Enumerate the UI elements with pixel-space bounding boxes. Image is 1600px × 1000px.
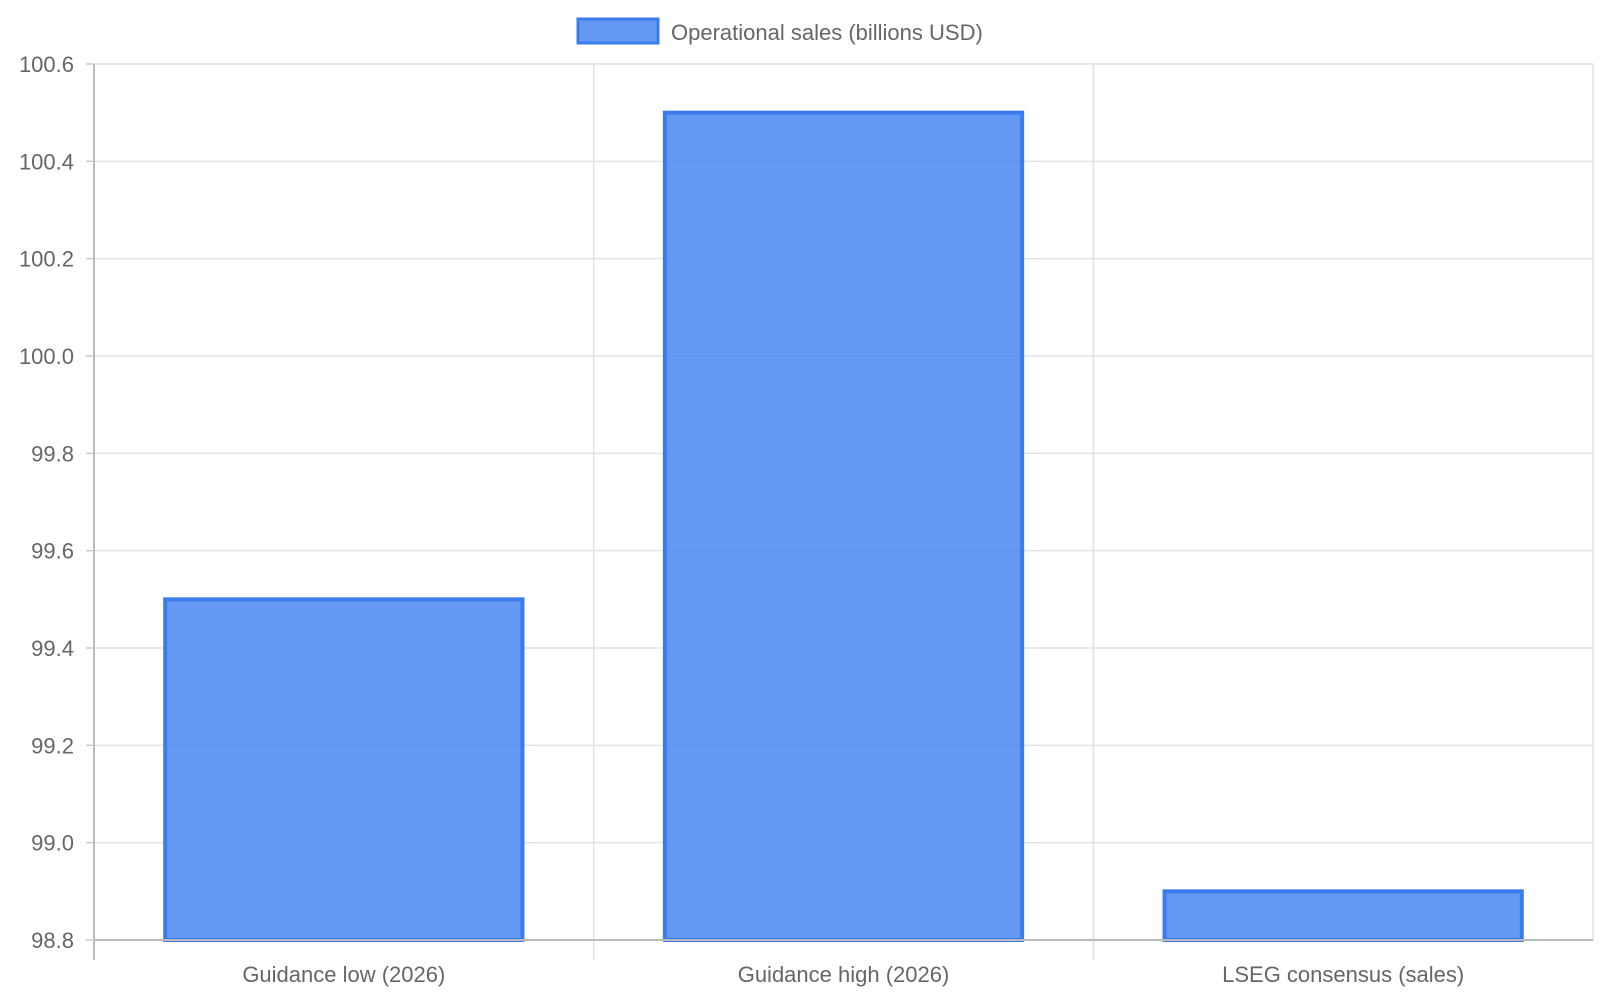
- bar[interactable]: [163, 597, 525, 942]
- legend-label[interactable]: Operational sales (billions USD): [671, 20, 983, 45]
- y-tick-label: 100.0: [19, 344, 74, 369]
- y-tick-label: 100.2: [19, 247, 74, 272]
- y-tick-label: 99.4: [31, 636, 74, 661]
- x-axis-ticks: Guidance low (2026) Guidance high (2026) L…: [242, 962, 1464, 987]
- bars-group: [163, 110, 1524, 942]
- x-tick-label: Guidance high (2026): [738, 962, 950, 987]
- x-tick-label: Guidance low (2026): [242, 962, 445, 987]
- axes: [93, 64, 1593, 960]
- y-axis-ticks: 100.6 100.4 100.2 100.0 99.8 99.6 99.4 99.2 99.0…: [19, 52, 94, 953]
- bar[interactable]: [662, 110, 1025, 942]
- y-tick-label: 99.6: [31, 539, 74, 564]
- y-tick-label: 100.4: [19, 149, 74, 174]
- y-tick-label: 99.8: [31, 441, 74, 466]
- legend[interactable]: Operational sales (billions USD): [576, 17, 983, 45]
- bar[interactable]: [1162, 889, 1524, 942]
- y-tick-label: 100.6: [19, 52, 74, 77]
- y-tick-label: 99.0: [31, 831, 74, 856]
- y-tick-label: 99.2: [31, 733, 74, 758]
- x-tick-label: LSEG consensus (sales): [1222, 962, 1464, 987]
- legend-swatch[interactable]: [576, 17, 660, 45]
- y-tick-label: 98.8: [31, 928, 74, 953]
